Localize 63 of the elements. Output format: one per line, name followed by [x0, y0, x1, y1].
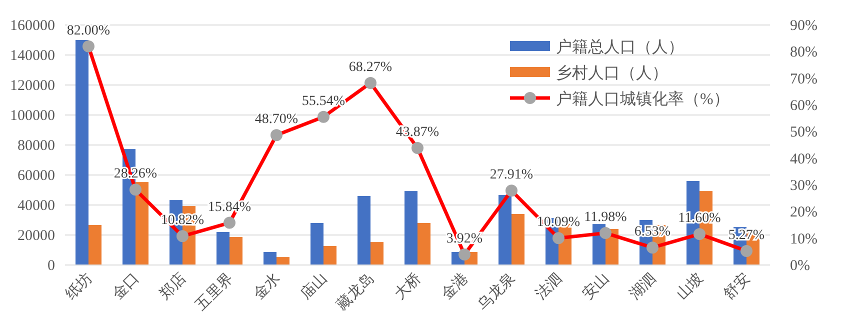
bar	[276, 257, 290, 265]
legend-label: 户籍总人口（人）	[556, 38, 684, 56]
bar	[498, 194, 512, 265]
x-tick-label: 纸坊	[62, 270, 96, 304]
data-label: 6.53%	[634, 224, 671, 240]
bar	[230, 236, 242, 265]
x-tick-label: 金港	[438, 270, 472, 304]
bar	[136, 182, 148, 265]
y-tick-label: 120000	[10, 78, 55, 94]
x-tick-label: 金口	[109, 270, 142, 304]
y-tick-label: 100000	[10, 108, 55, 124]
bar	[216, 232, 230, 265]
x-tick-label: 大桥	[391, 270, 424, 304]
x-tick-label: 郑店	[156, 270, 190, 304]
x-tick-label: 山坡	[673, 270, 706, 304]
bar	[358, 196, 370, 265]
bar	[512, 214, 524, 265]
bar	[264, 252, 276, 265]
x-tick-label: 金水	[250, 270, 284, 304]
data-label: 10.82%	[160, 213, 204, 228]
y2-tick-label: 60%	[790, 98, 818, 114]
x-tick-label: 法泗	[532, 270, 566, 304]
x-tick-label: 藏龙岛	[333, 270, 378, 314]
x-tick-label: 安山	[579, 270, 612, 304]
y2-tick-label: 80%	[790, 44, 818, 61]
data-label: 48.70%	[254, 112, 298, 128]
y-tick-label: 0	[48, 258, 55, 274]
y-tick-label: 20000	[18, 228, 55, 244]
y2-tick-label: 10%	[790, 231, 818, 248]
data-label: 10.09%	[536, 215, 580, 230]
data-label: 55.54%	[302, 94, 346, 109]
y-tick-label: 60000	[18, 168, 55, 184]
y2-tick-label: 20%	[790, 204, 818, 221]
legend-label: 户籍人口城镇化率（%）	[556, 90, 730, 108]
x-tick-label: 庙山	[297, 270, 330, 304]
y2-tick-label: 0%	[790, 258, 810, 274]
bar	[310, 223, 324, 265]
x-tick-label: 五里界	[193, 270, 236, 314]
bar	[370, 242, 384, 265]
data-label: 5.27%	[728, 228, 765, 243]
y-tick-label: 140000	[10, 48, 55, 64]
y2-tick-label: 90%	[790, 18, 818, 34]
data-label: 11.98%	[584, 210, 628, 226]
bar	[76, 40, 88, 265]
y-tick-label: 160000	[10, 18, 55, 34]
bar	[324, 246, 336, 265]
x-tick-label: 乌龙泉	[474, 270, 518, 314]
y2-tick-label: 70%	[790, 71, 818, 88]
bar	[88, 224, 102, 265]
y2-tick-label: 40%	[790, 151, 818, 168]
data-label: 11.60%	[678, 211, 722, 226]
data-label: 27.91%	[490, 168, 534, 183]
y2-tick-label: 50%	[790, 124, 818, 141]
bar	[418, 223, 430, 265]
x-tick-label: 舒安	[720, 270, 754, 304]
data-label: 82.00%	[66, 23, 110, 38]
legend-label: 乡村人口（人）	[556, 64, 668, 82]
data-label: 68.27%	[348, 60, 392, 75]
y2-tick-label: 30%	[790, 178, 818, 194]
x-tick-label: 湖泗	[626, 270, 660, 304]
bar	[404, 191, 418, 265]
y-tick-label: 40000	[18, 198, 55, 214]
y-tick-label: 80000	[18, 138, 55, 154]
